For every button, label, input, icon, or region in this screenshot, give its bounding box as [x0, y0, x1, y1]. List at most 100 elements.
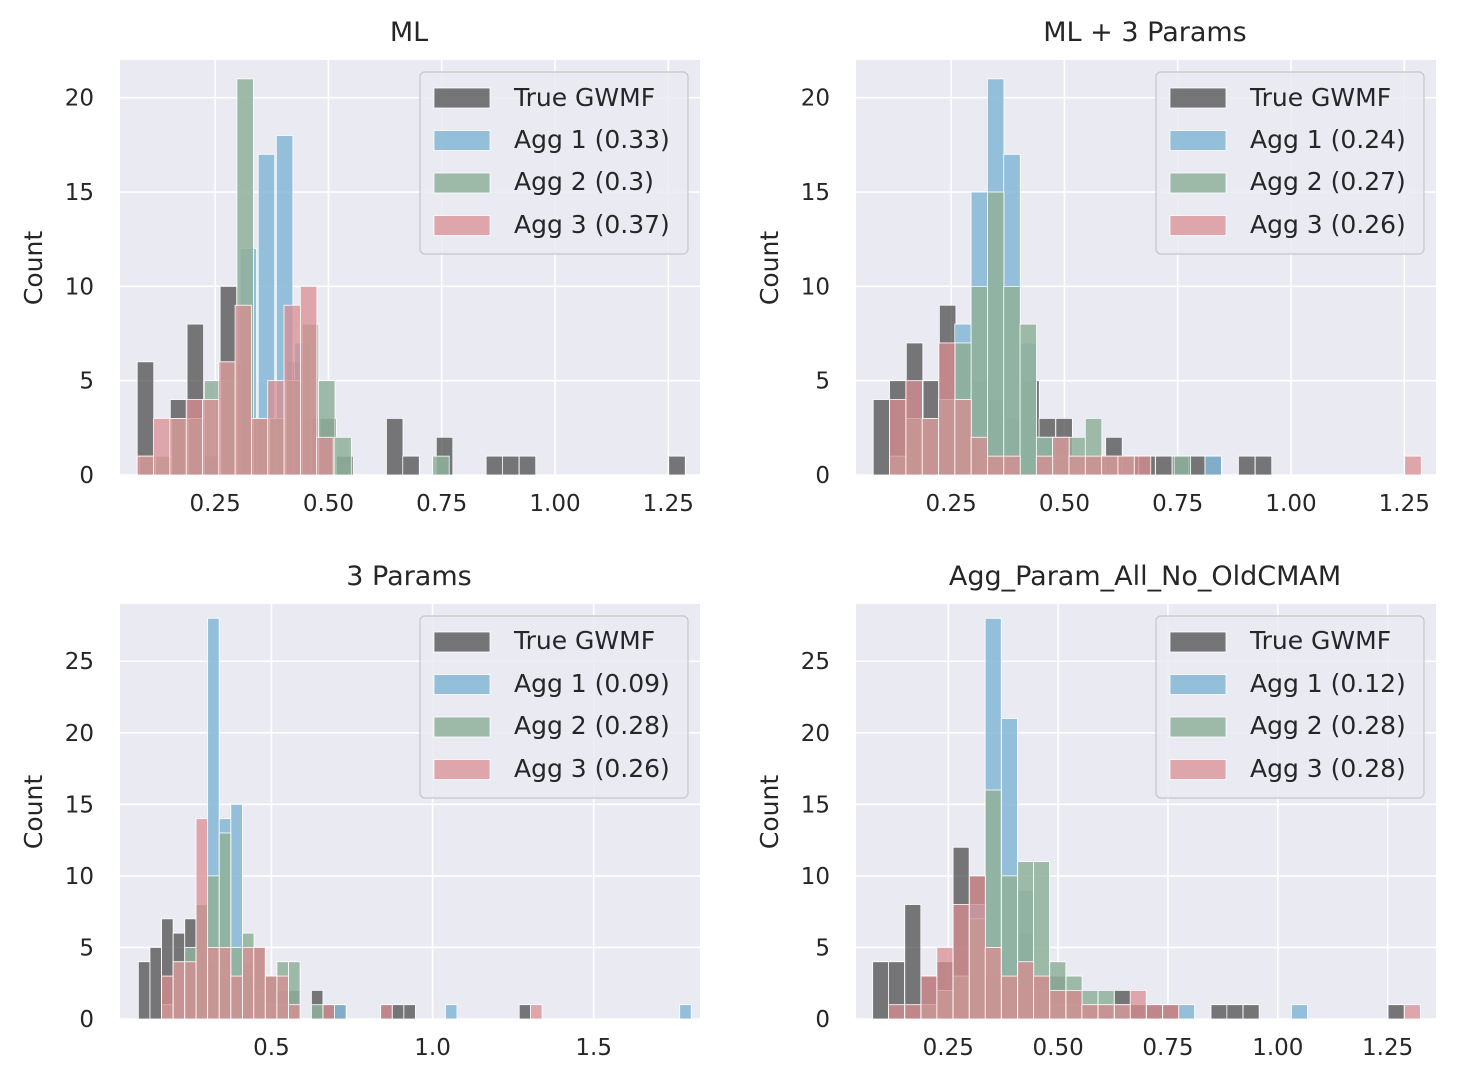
histogram-bar	[207, 947, 220, 1020]
histogram-bar	[149, 947, 162, 1020]
legend-swatch	[433, 130, 491, 151]
legend-frame	[419, 71, 689, 255]
panel-3-params: 3 Params Count True GWMF Agg 1 (0.09) Ag…	[19, 561, 700, 1061]
histogram-bar	[921, 418, 940, 476]
panel-title: Agg_Param_All_No_OldCMAM	[949, 561, 1341, 592]
x-tick-label: 1.00	[1265, 491, 1316, 517]
histogram-bar	[987, 455, 1005, 476]
histogram-bar	[1162, 1004, 1180, 1020]
histogram-bar	[1113, 1004, 1131, 1020]
histogram-bar	[1242, 1004, 1260, 1020]
histogram-bar	[185, 399, 204, 476]
legend-label: Agg 1 (0.12)	[1250, 669, 1406, 698]
histogram-bar	[288, 1004, 301, 1020]
legend-swatch	[433, 87, 491, 109]
histogram-bar	[872, 399, 891, 476]
legend-swatch	[433, 215, 491, 236]
panel-ml: ML Count True GWMF Agg 1 (0.33) Agg 2 (0…	[19, 17, 700, 517]
x-tick-label: 0.25	[190, 491, 241, 517]
y-axis-label: Count	[755, 231, 784, 305]
histogram-bar	[518, 455, 537, 476]
legend-label: Agg 3 (0.37)	[514, 210, 670, 239]
histogram-bar	[1084, 455, 1103, 476]
histogram-bar	[987, 191, 1005, 476]
x-tick-label: 0.25	[923, 1035, 974, 1061]
histogram-bar	[218, 361, 236, 476]
legend-label: Agg 1 (0.09)	[514, 669, 670, 698]
legend-swatch	[433, 631, 491, 653]
legend-swatch	[1169, 631, 1227, 653]
legend-label: Agg 3 (0.26)	[1250, 210, 1406, 239]
x-tick-label: 1.5	[575, 1035, 612, 1061]
histogram-bar	[1188, 455, 1206, 476]
histogram-bar	[1019, 323, 1037, 476]
legend: True GWMF Agg 1 (0.24) Agg 2 (0.27) Agg …	[1155, 71, 1425, 255]
x-tick-label: 0.75	[1152, 491, 1203, 517]
histogram-bar	[872, 961, 890, 1020]
histogram-bar	[938, 342, 956, 476]
y-tick-label: 10	[801, 274, 830, 300]
x-tick-label: 1.00	[529, 491, 580, 517]
legend-swatch	[1169, 215, 1227, 236]
histogram-bar	[195, 818, 208, 1020]
legend-label: Agg 1 (0.33)	[514, 125, 670, 154]
histogram-bar	[668, 455, 686, 476]
histogram-bar	[970, 436, 989, 476]
y-tick-label: 20	[801, 86, 830, 112]
histogram-bar	[1226, 1004, 1244, 1020]
x-tick-label: 0.75	[1142, 1035, 1193, 1061]
histogram-bar	[1049, 989, 1067, 1020]
histogram-bar	[242, 947, 255, 1020]
x-tick-label: 0.25	[926, 491, 977, 517]
x-tick-label: 0.50	[1033, 1035, 1084, 1061]
histogram-bar	[402, 455, 420, 476]
histogram-bar	[1052, 436, 1070, 476]
legend-label: Agg 2 (0.28)	[514, 711, 670, 740]
histogram-bar	[936, 947, 954, 1020]
histogram-bar	[1003, 285, 1021, 476]
histogram-bar	[904, 904, 922, 1020]
y-tick-label: 15	[65, 792, 94, 818]
legend-swatch	[1169, 87, 1227, 109]
histogram-bar	[276, 975, 289, 1020]
y-tick-label: 0	[815, 463, 830, 489]
y-tick-label: 20	[65, 721, 94, 747]
histogram-bar	[888, 1004, 905, 1020]
y-tick-label: 20	[65, 86, 94, 112]
legend-swatch	[1169, 172, 1227, 194]
histogram-bar	[954, 399, 972, 476]
histogram-bar	[234, 304, 253, 476]
legend-swatch	[1169, 674, 1227, 695]
histogram-bar	[1081, 1004, 1099, 1020]
histogram-bar	[968, 875, 986, 1020]
x-tick-label: 0.5	[253, 1035, 290, 1061]
panel-title: ML	[390, 17, 428, 48]
panel-title: ML + 3 Params	[1043, 17, 1247, 48]
histogram-bar	[889, 399, 907, 476]
legend-swatch	[433, 172, 491, 194]
histogram-bar	[253, 947, 266, 1020]
histogram-bar	[169, 418, 187, 476]
legend-swatch	[1169, 716, 1227, 738]
x-tick-label: 1.25	[1379, 491, 1430, 517]
histogram-bar	[202, 399, 220, 476]
histogram-bar	[1254, 455, 1273, 476]
histogram-bar	[299, 285, 318, 476]
legend: True GWMF Agg 1 (0.33) Agg 2 (0.3) Agg 3…	[419, 71, 689, 255]
histogram-bar	[1173, 455, 1192, 476]
histogram-bar	[1017, 961, 1035, 1020]
y-tick-label: 15	[65, 180, 94, 206]
histogram-bar	[1117, 455, 1135, 476]
y-tick-label: 10	[65, 274, 94, 300]
histogram-bar	[1101, 455, 1119, 476]
legend-label: Agg 2 (0.27)	[1250, 167, 1406, 196]
x-tick-label: 0.75	[416, 491, 467, 517]
histogram-bar	[172, 961, 186, 1020]
y-tick-label: 25	[65, 649, 94, 675]
histogram-bar	[518, 1004, 532, 1020]
histogram-bar	[1001, 975, 1018, 1020]
histogram-bar	[386, 418, 404, 476]
histogram-bar	[1065, 989, 1083, 1020]
y-tick-label: 5	[79, 935, 94, 961]
